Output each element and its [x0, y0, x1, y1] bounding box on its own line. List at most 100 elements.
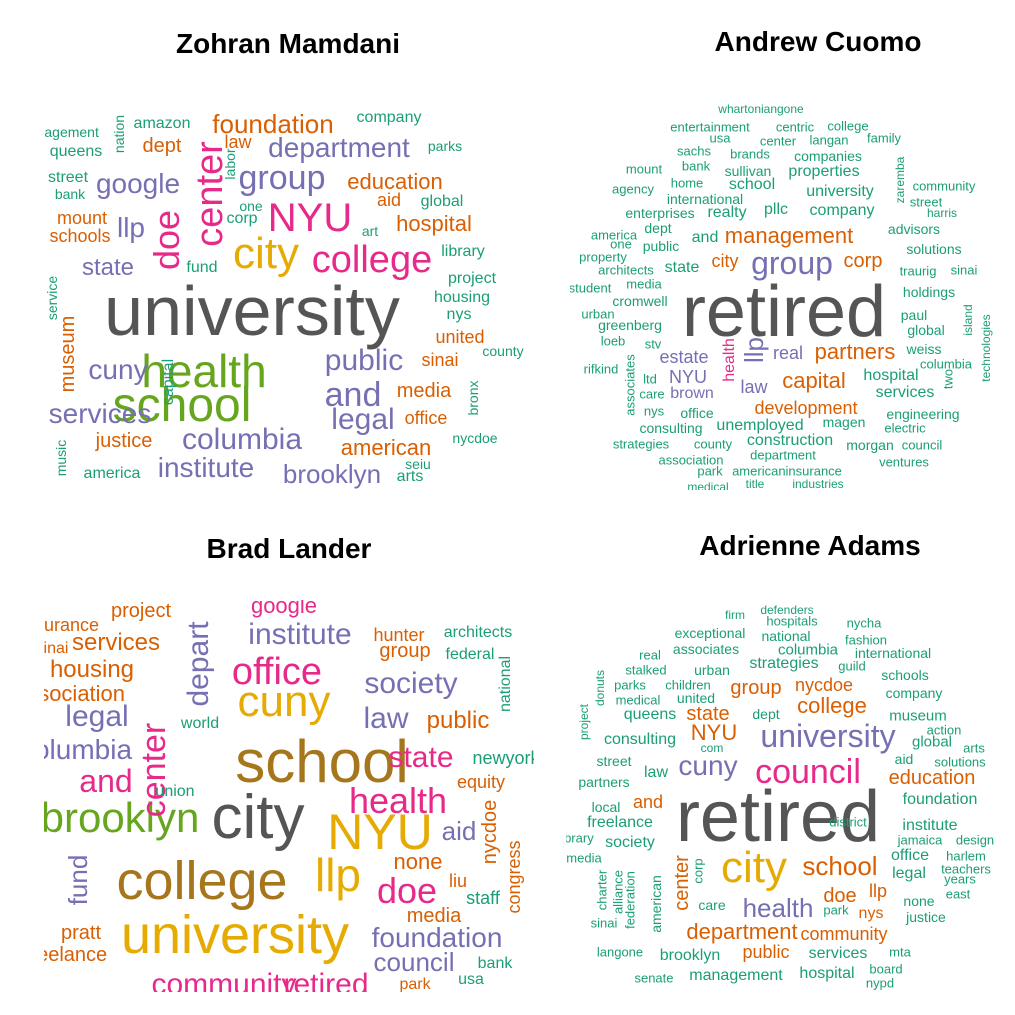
- cloud-word: county: [482, 343, 524, 359]
- cloud-word: community: [800, 924, 888, 944]
- cloud-word: sachs: [677, 143, 711, 159]
- cloud-word: enterprises: [625, 205, 695, 221]
- cloud-word: health: [742, 893, 814, 923]
- cloud-word: fund: [186, 259, 218, 276]
- cloud-word: law: [363, 702, 409, 735]
- cloud-word: com: [700, 741, 724, 755]
- cloud-word: art: [361, 223, 379, 239]
- cloud-word: harris: [926, 206, 958, 220]
- word-cloud: school city college university NYU llp cuny bro…: [44, 600, 534, 992]
- cloud-word: NYU: [690, 720, 738, 745]
- cloud-word: company: [885, 685, 943, 701]
- cloud-word: america: [590, 227, 638, 243]
- cloud-word: insurance: [44, 615, 100, 635]
- cloud-word: strategies: [749, 655, 819, 672]
- cloud-word: management: [44, 124, 99, 140]
- cloud-word: centric: [775, 119, 815, 135]
- cloud-word: liu: [448, 871, 468, 891]
- cloud-word: columbia: [919, 356, 973, 372]
- cloud-word: one: [610, 236, 632, 252]
- cloud-word: office: [680, 405, 714, 421]
- cloud-word: retired: [283, 968, 369, 993]
- cloud-word: partners: [814, 339, 896, 364]
- cloud-word: doe: [146, 209, 187, 271]
- cloud-word: media: [626, 276, 662, 292]
- cloud-word: charter: [594, 869, 610, 911]
- cloud-word: state: [81, 254, 135, 281]
- cloud-word: google: [95, 168, 181, 199]
- cloud-word: parks: [614, 677, 646, 693]
- cloud-word: companies: [794, 148, 862, 164]
- cloud-word: student: [570, 280, 612, 296]
- cloud-word: dept: [644, 220, 672, 236]
- cloud-word: usa: [709, 130, 731, 146]
- cloud-word: corp: [226, 210, 258, 227]
- cloud-word: depart: [182, 621, 215, 707]
- cloud-word: united: [435, 327, 485, 347]
- cloud-word: east: [945, 886, 971, 902]
- cloud-word: legal: [331, 403, 395, 436]
- cloud-word: defenders: [760, 603, 814, 617]
- cloud-word: health: [348, 780, 448, 821]
- cloud-word: langan: [809, 132, 849, 148]
- cloud-word: national: [497, 655, 514, 713]
- cloud-word: housing: [49, 656, 135, 683]
- cloud-word: union: [155, 783, 195, 800]
- cloud-word: greenberg: [598, 317, 662, 333]
- cloud-word: nys: [643, 403, 665, 419]
- cloud-word: doe: [376, 870, 438, 911]
- cloud-word: aid: [376, 190, 402, 210]
- word-cloud: retired city council university cuny health sc…: [566, 600, 1006, 992]
- cloud-word: bank: [477, 955, 513, 972]
- cloud-word: none: [393, 849, 443, 874]
- cloud-word: newyork: [472, 748, 534, 768]
- cloud-word: retired: [681, 272, 887, 352]
- cloud-word: nys: [446, 306, 472, 323]
- cloud-word: llp: [116, 212, 146, 243]
- cloud-word: city: [721, 843, 787, 892]
- cloud-word: management: [689, 967, 783, 984]
- cloud-word: foundation: [902, 791, 978, 808]
- cloud-word: public: [426, 707, 490, 734]
- cloud-word: street: [596, 753, 632, 769]
- cloud-word: capital: [782, 368, 846, 393]
- cloud-word: state: [388, 741, 454, 774]
- cloud-word: company: [809, 202, 875, 219]
- cloud-word: title: [745, 477, 765, 490]
- cloud-word: queens: [623, 706, 677, 723]
- chart-title: Adrienne Adams: [699, 530, 921, 561]
- chart-title: Brad Lander: [206, 533, 372, 564]
- cloud-word: holdings: [902, 284, 956, 300]
- cloud-word: amazon: [133, 115, 191, 132]
- cloud-word: freelance: [587, 814, 653, 831]
- cloud-word: global: [907, 322, 945, 338]
- cloud-word: association: [44, 681, 126, 706]
- cloud-word: university: [806, 183, 874, 200]
- cloud-word: nycdoe: [452, 430, 498, 446]
- cloud-word: foundation: [212, 109, 334, 139]
- cloud-word: hospitals: [766, 613, 818, 629]
- cloud-word: sullivan: [724, 163, 772, 179]
- cloud-word: and: [324, 376, 382, 414]
- chart-title: Andrew Cuomo: [714, 26, 922, 57]
- cloud-word: services: [875, 384, 935, 401]
- cloud-word: and: [79, 763, 133, 799]
- cloud-word: partners: [578, 774, 630, 790]
- cloud-word: corp: [690, 858, 706, 884]
- cloud-word: senate: [634, 970, 674, 986]
- cloud-word: office: [404, 408, 448, 428]
- cloud-word: state: [686, 703, 730, 725]
- cloud-word: whartoniangone: [718, 102, 804, 116]
- cloud-word: hospital: [799, 965, 855, 982]
- cloud-word: society: [605, 834, 655, 851]
- cloud-word: unemployed: [716, 417, 804, 434]
- cloud-word: NYU: [267, 196, 353, 240]
- cloud-word: americaninsurance: [732, 463, 842, 479]
- cloud-word: university: [760, 718, 896, 754]
- cloud-word: college: [311, 239, 433, 281]
- cloud-word: two: [940, 368, 956, 390]
- cloud-word: property: [579, 249, 627, 265]
- cloud-word: capital: [160, 358, 177, 406]
- cloud-word: american: [340, 435, 432, 460]
- cloud-word: museum: [57, 315, 79, 393]
